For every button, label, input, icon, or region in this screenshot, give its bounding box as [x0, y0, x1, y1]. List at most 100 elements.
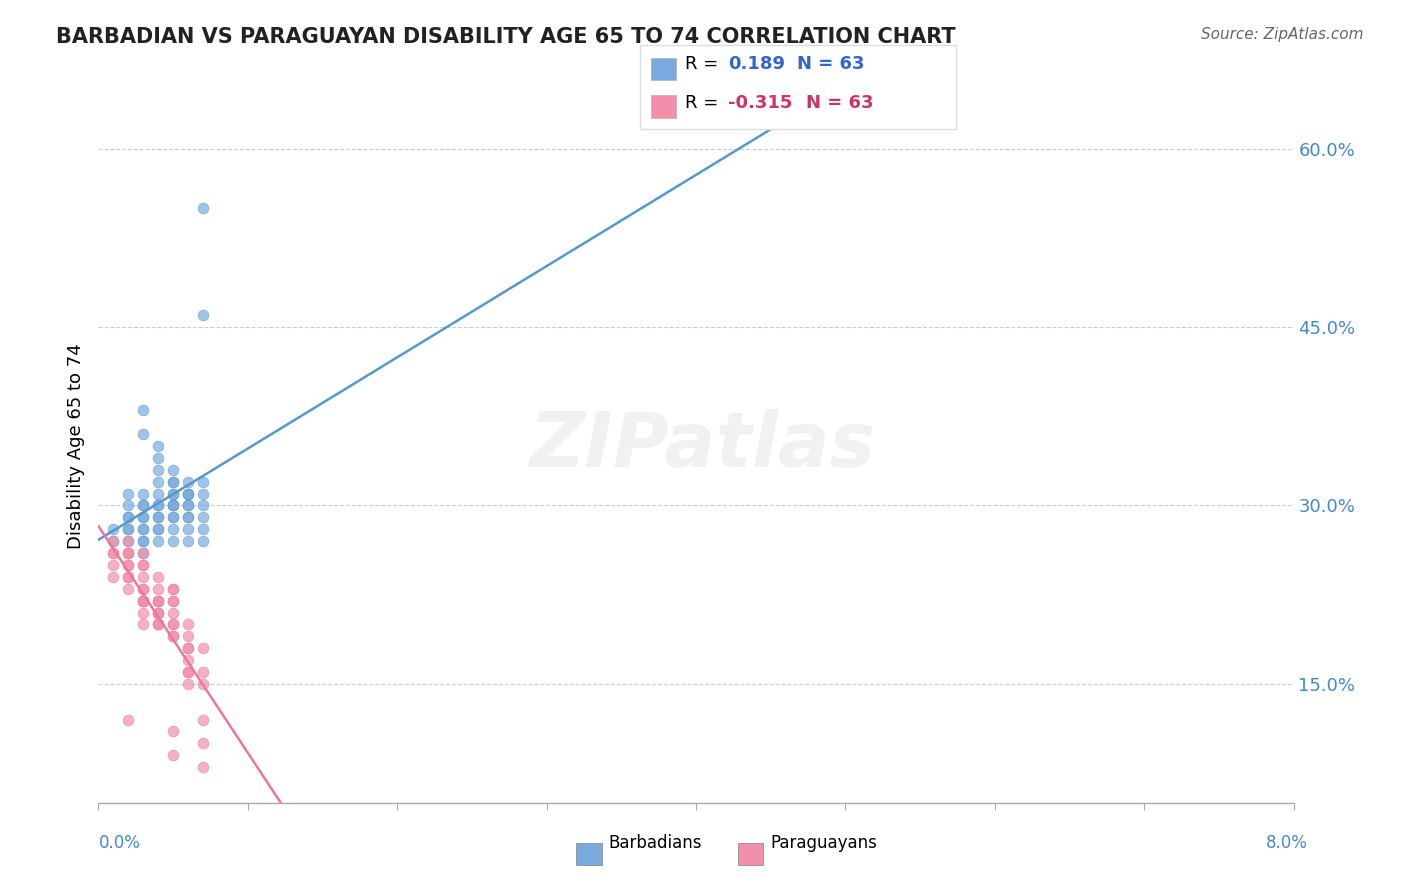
Text: Barbadians: Barbadians — [609, 834, 703, 852]
Point — [132, 617, 155, 632]
Point — [191, 510, 214, 524]
Point — [177, 629, 200, 643]
Point — [162, 629, 184, 643]
Text: BARBADIAN VS PARAGUAYAN DISABILITY AGE 65 TO 74 CORRELATION CHART: BARBADIAN VS PARAGUAYAN DISABILITY AGE 6… — [56, 27, 956, 46]
Point — [117, 570, 139, 584]
Point — [177, 617, 200, 632]
Point — [177, 510, 200, 524]
Point — [162, 499, 184, 513]
Point — [177, 641, 200, 656]
Point — [148, 486, 170, 500]
Point — [148, 593, 170, 607]
Point — [177, 499, 200, 513]
Point — [148, 450, 170, 465]
Text: -0.315: -0.315 — [728, 94, 793, 112]
Point — [148, 499, 170, 513]
Point — [103, 546, 125, 560]
Point — [117, 510, 139, 524]
Point — [103, 570, 125, 584]
Point — [148, 606, 170, 620]
Point — [117, 582, 139, 596]
Point — [177, 486, 200, 500]
Point — [191, 665, 214, 679]
Point — [162, 486, 184, 500]
Point — [162, 534, 184, 549]
Point — [148, 522, 170, 536]
Point — [177, 486, 200, 500]
Point — [148, 617, 170, 632]
Point — [132, 558, 155, 572]
Point — [162, 499, 184, 513]
Point — [132, 582, 155, 596]
Y-axis label: Disability Age 65 to 74: Disability Age 65 to 74 — [66, 343, 84, 549]
Point — [148, 475, 170, 489]
Point — [132, 570, 155, 584]
Point — [191, 499, 214, 513]
Point — [132, 546, 155, 560]
Point — [162, 499, 184, 513]
Point — [117, 534, 139, 549]
Point — [177, 653, 200, 667]
Point — [162, 510, 184, 524]
Point — [162, 724, 184, 739]
Point — [191, 308, 214, 322]
Point — [177, 665, 200, 679]
Text: 0.0%: 0.0% — [98, 834, 141, 852]
Point — [132, 499, 155, 513]
Point — [103, 534, 125, 549]
Point — [132, 593, 155, 607]
Point — [162, 463, 184, 477]
Point — [148, 534, 170, 549]
Point — [148, 617, 170, 632]
Text: R =: R = — [685, 55, 724, 73]
Text: Paraguayans: Paraguayans — [770, 834, 877, 852]
Text: Source: ZipAtlas.com: Source: ZipAtlas.com — [1201, 27, 1364, 42]
Point — [132, 403, 155, 417]
Point — [162, 522, 184, 536]
Point — [117, 558, 139, 572]
Point — [191, 201, 214, 215]
Point — [191, 760, 214, 774]
Point — [191, 522, 214, 536]
Point — [148, 510, 170, 524]
Point — [148, 593, 170, 607]
Point — [148, 522, 170, 536]
Point — [103, 522, 125, 536]
Point — [132, 546, 155, 560]
Text: R =: R = — [685, 94, 724, 112]
Point — [117, 570, 139, 584]
Point — [177, 510, 200, 524]
Point — [177, 677, 200, 691]
Point — [117, 486, 139, 500]
Point — [117, 510, 139, 524]
Point — [132, 499, 155, 513]
Point — [162, 582, 184, 596]
Point — [117, 546, 139, 560]
Text: N = 63: N = 63 — [806, 94, 873, 112]
Point — [117, 522, 139, 536]
Point — [191, 713, 214, 727]
Point — [162, 629, 184, 643]
Point — [162, 606, 184, 620]
Point — [191, 641, 214, 656]
Point — [148, 463, 170, 477]
Point — [103, 558, 125, 572]
Point — [191, 677, 214, 691]
Point — [117, 713, 139, 727]
Point — [162, 510, 184, 524]
Point — [117, 534, 139, 549]
Point — [191, 736, 214, 750]
Point — [132, 427, 155, 442]
Point — [191, 486, 214, 500]
Point — [148, 582, 170, 596]
Point — [191, 475, 214, 489]
Point — [117, 499, 139, 513]
Point — [148, 570, 170, 584]
Point — [103, 546, 125, 560]
Point — [148, 617, 170, 632]
Point — [132, 593, 155, 607]
Point — [132, 593, 155, 607]
Point — [132, 522, 155, 536]
Text: 8.0%: 8.0% — [1265, 834, 1308, 852]
Point — [132, 534, 155, 549]
